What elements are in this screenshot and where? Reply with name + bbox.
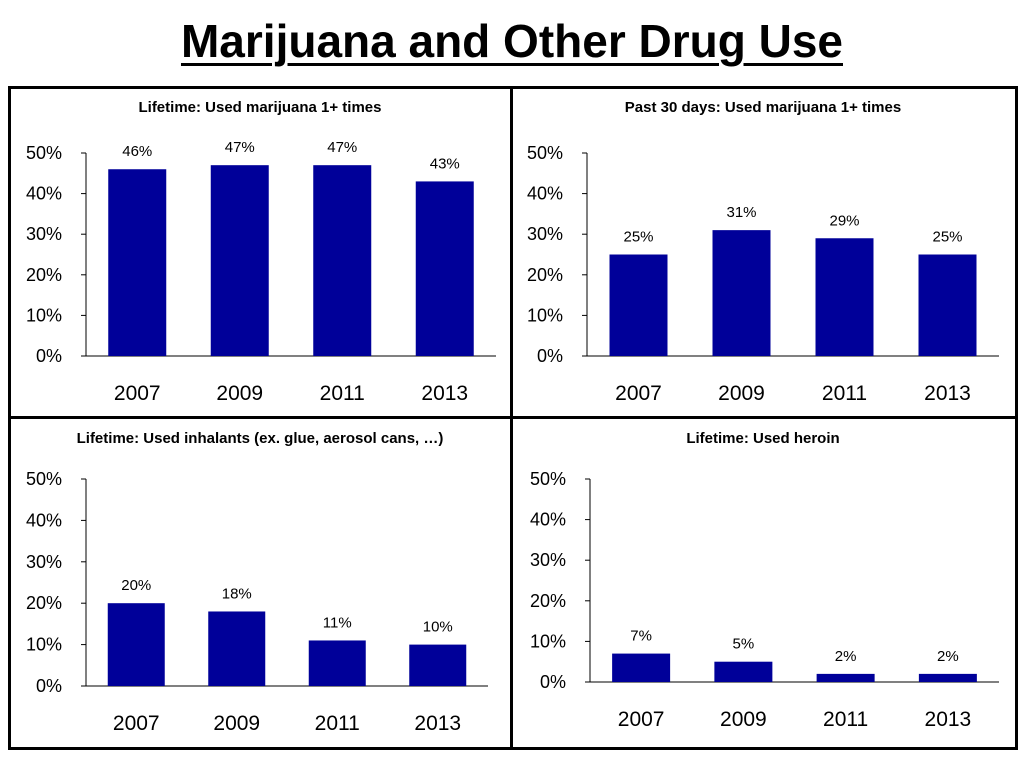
- bar: [108, 169, 167, 356]
- chart-title: Lifetime: Used heroin: [686, 430, 839, 447]
- bar: [918, 673, 977, 682]
- bar: [208, 611, 266, 686]
- data-label: 25%: [932, 229, 962, 246]
- data-label: 29%: [829, 212, 859, 229]
- x-tick-label: 2013: [421, 382, 468, 405]
- y-tick-label: 40%: [530, 510, 566, 530]
- chart-lifetime-marijuana: Lifetime: Used marijuana 1+ times 0% 10% 20…: [26, 99, 496, 405]
- bar: [918, 254, 977, 356]
- x-tick-label: 2009: [213, 712, 260, 735]
- bar: [714, 661, 773, 682]
- x-tick-label: 2009: [216, 382, 263, 405]
- x-tick-label: 2011: [315, 712, 360, 735]
- y-tick-label: 20%: [26, 265, 62, 285]
- data-label: 11%: [323, 614, 352, 631]
- chart-past30-marijuana: Past 30 days: Used marijuana 1+ times 0% 1…: [527, 99, 999, 405]
- y-tick-label: 0%: [540, 672, 566, 692]
- data-label: 7%: [630, 628, 652, 645]
- bar: [313, 165, 372, 356]
- bar: [816, 673, 875, 682]
- chart-title: Lifetime: Used inhalants (ex. glue, aero…: [77, 430, 444, 447]
- x-tick-label: 2011: [822, 382, 867, 405]
- data-label: 10%: [423, 619, 453, 636]
- bar: [210, 165, 269, 356]
- y-tick-label: 20%: [530, 591, 566, 611]
- slide-title: Marijuana and Other Drug Use: [180, 15, 843, 67]
- y-tick-label: 30%: [530, 550, 566, 570]
- y-tick-label: 50%: [26, 143, 62, 163]
- bar: [107, 603, 165, 686]
- bar: [409, 644, 467, 686]
- bar: [712, 230, 771, 356]
- y-tick-label: 10%: [527, 305, 563, 325]
- bar: [815, 238, 874, 356]
- y-tick-label: 50%: [527, 143, 563, 163]
- data-label: 46%: [122, 143, 152, 160]
- x-tick-label: 2011: [823, 708, 868, 731]
- y-tick-label: 50%: [26, 469, 62, 489]
- y-tick-label: 30%: [26, 224, 62, 244]
- x-tick-label: 2009: [720, 708, 767, 731]
- data-label: 25%: [623, 229, 653, 246]
- data-label: 2%: [937, 648, 959, 665]
- x-tick-label: 2007: [618, 708, 665, 731]
- chart-title: Lifetime: Used marijuana 1+ times: [138, 99, 381, 116]
- x-tick-label: 2011: [320, 382, 365, 405]
- x-tick-label: 2013: [414, 712, 461, 735]
- bar: [609, 254, 668, 356]
- data-label: 5%: [733, 636, 755, 653]
- data-label: 2%: [835, 648, 857, 665]
- y-tick-label: 40%: [527, 184, 563, 204]
- y-tick-label: 40%: [26, 510, 62, 530]
- data-label: 18%: [222, 585, 252, 602]
- chart-lifetime-inhalants: Lifetime: Used inhalants (ex. glue, aero…: [26, 430, 488, 735]
- data-label: 20%: [121, 577, 151, 594]
- x-tick-label: 2007: [113, 712, 160, 735]
- y-tick-label: 0%: [537, 346, 563, 366]
- bar: [415, 181, 474, 356]
- data-label: 47%: [327, 139, 357, 156]
- x-tick-label: 2007: [114, 382, 161, 405]
- x-tick-label: 2009: [718, 382, 765, 405]
- y-tick-label: 30%: [527, 224, 563, 244]
- y-tick-label: 20%: [26, 593, 62, 613]
- data-label: 43%: [430, 155, 460, 172]
- y-tick-label: 0%: [36, 676, 62, 696]
- bar: [612, 653, 671, 682]
- data-label: 47%: [225, 139, 255, 156]
- y-tick-label: 40%: [26, 184, 62, 204]
- x-tick-label: 2007: [615, 382, 662, 405]
- data-label: 31%: [726, 204, 756, 221]
- y-tick-label: 20%: [527, 265, 563, 285]
- bar: [308, 640, 366, 686]
- chart-title: Past 30 days: Used marijuana 1+ times: [625, 99, 901, 116]
- y-tick-label: 10%: [530, 631, 566, 651]
- x-tick-label: 2013: [925, 708, 972, 731]
- chart-lifetime-heroin: Lifetime: Used heroin 0% 10% 20% 30% 40% 50% 7%…: [530, 430, 999, 731]
- y-tick-label: 10%: [26, 635, 62, 655]
- y-tick-label: 10%: [26, 305, 62, 325]
- y-tick-label: 50%: [530, 469, 566, 489]
- x-tick-label: 2013: [924, 382, 971, 405]
- horizontal-divider: [8, 416, 1018, 419]
- y-tick-label: 0%: [36, 346, 62, 366]
- y-tick-label: 30%: [26, 552, 62, 572]
